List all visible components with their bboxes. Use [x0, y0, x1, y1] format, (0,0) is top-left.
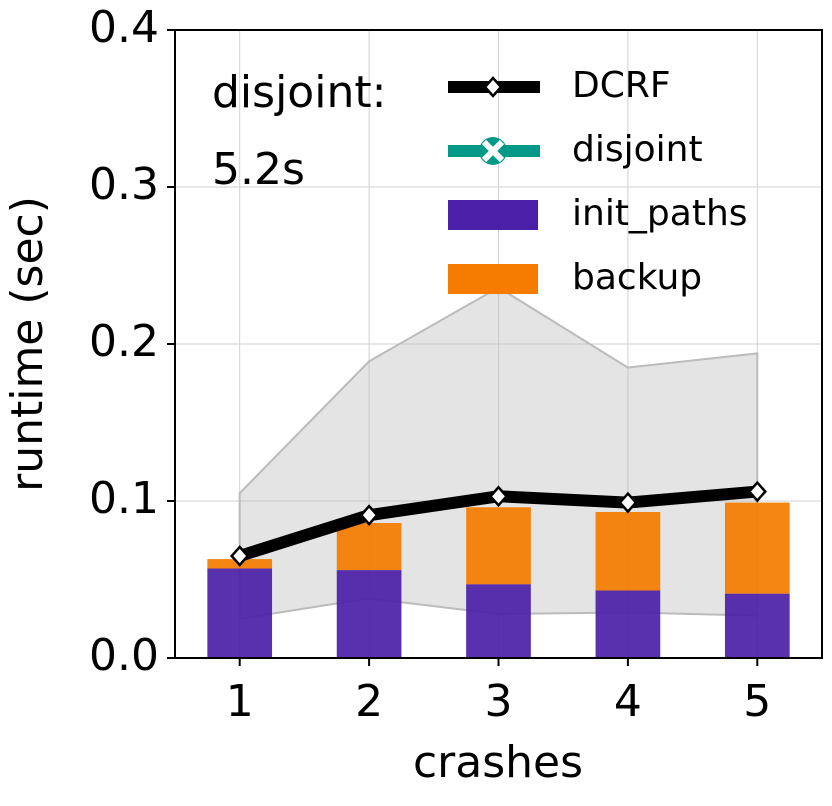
y-tick-label: 0.4 — [89, 2, 159, 53]
legend-swatch — [448, 200, 538, 230]
x-tick-label: 4 — [614, 676, 642, 727]
bar — [724, 593, 790, 658]
bar — [336, 522, 402, 571]
y-axis-label: runtime (sec) — [2, 196, 53, 492]
plot-frame — [174, 29, 823, 659]
marker — [618, 491, 638, 514]
bar — [595, 590, 661, 658]
legend-marker — [483, 76, 503, 98]
y-tick-label: 0.1 — [89, 473, 159, 524]
legend-label: backup — [572, 257, 702, 298]
legend-marker — [481, 139, 505, 163]
annotation: 5.2s — [212, 144, 305, 195]
legend-label: init_paths — [572, 193, 748, 234]
y-tick-label: 0.2 — [89, 316, 159, 367]
bar — [207, 568, 273, 658]
x-tick-label: 3 — [485, 676, 513, 727]
x-tick-label: 5 — [743, 676, 771, 727]
annotation: disjoint: — [212, 67, 386, 118]
bar — [466, 507, 531, 585]
marker — [359, 504, 379, 527]
marker — [488, 485, 509, 508]
bar — [724, 502, 790, 594]
y-tick-label: 0.3 — [89, 159, 159, 210]
y-tick-label: 0.0 — [89, 630, 159, 681]
bar — [466, 584, 531, 658]
marker — [230, 545, 250, 567]
legend-swatch — [448, 264, 538, 294]
x-axis-label: crashes — [413, 737, 583, 788]
x-tick-label: 2 — [355, 676, 383, 727]
legend-label: DCRF — [572, 65, 671, 106]
legend-label: disjoint — [572, 129, 703, 170]
bar — [336, 570, 402, 658]
x-tick-label: 1 — [226, 676, 254, 727]
bar — [595, 511, 661, 591]
marker — [747, 480, 767, 503]
